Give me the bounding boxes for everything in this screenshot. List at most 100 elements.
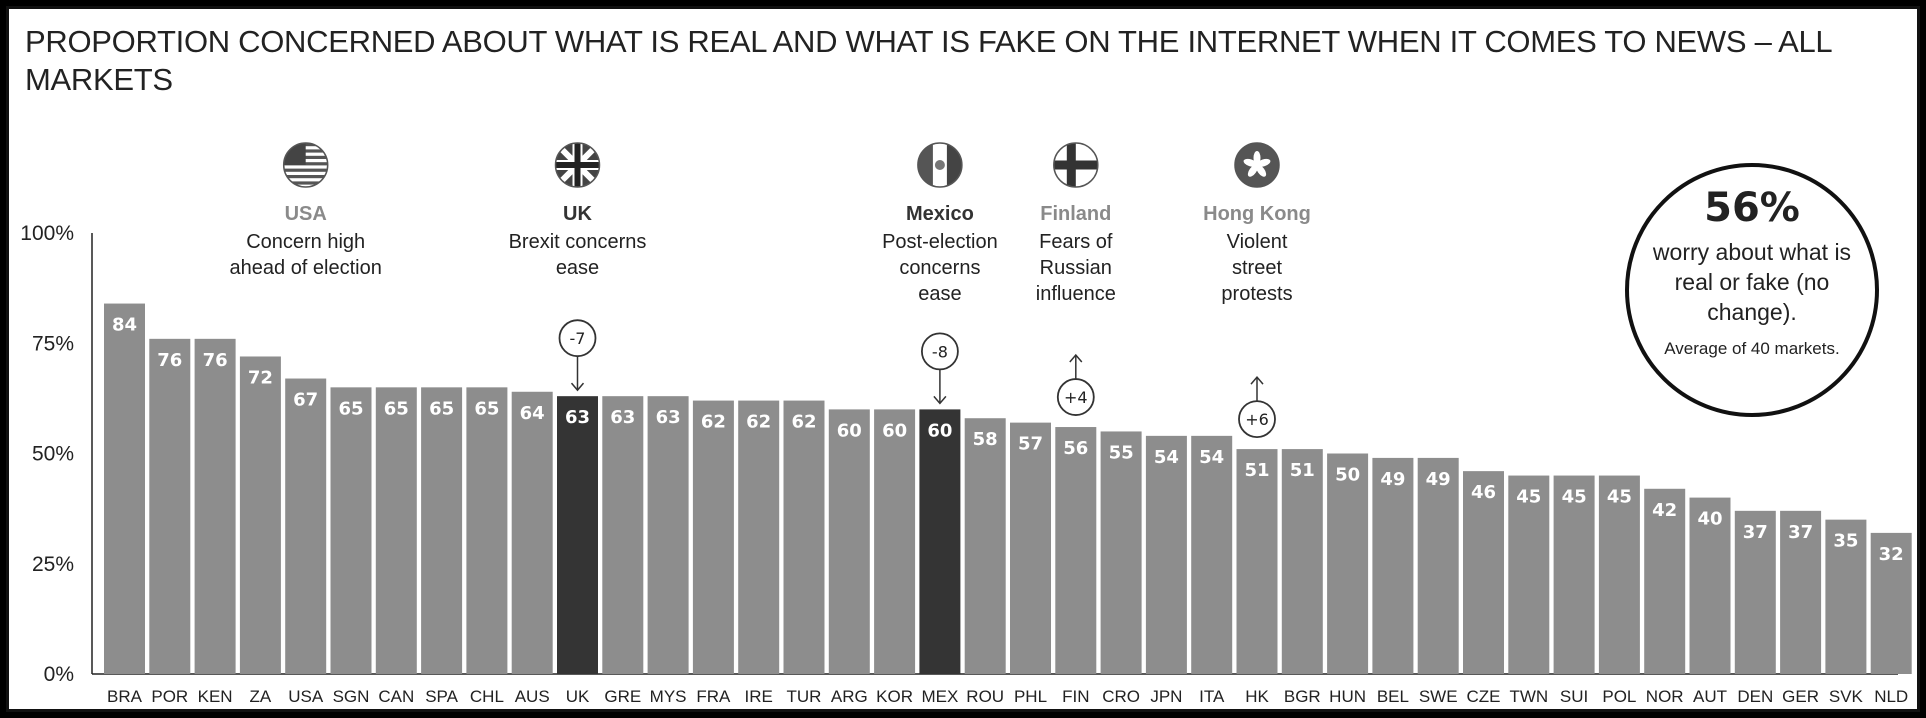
annotation-text: Fears of: [1039, 231, 1113, 253]
bar-bgr: [1281, 449, 1323, 674]
category-label-mex: MEX: [921, 687, 958, 706]
chart-title: PROPORTION CONCERNED ABOUT WHAT IS REAL …: [25, 24, 1832, 97]
change-marker: -8: [921, 332, 959, 405]
bar-nld: [1870, 532, 1912, 674]
change-value: -8: [932, 342, 948, 361]
arrow-up-icon: [1250, 375, 1264, 385]
category-label-svk: SVK: [1829, 687, 1864, 706]
category-label-cro: CRO: [1102, 687, 1140, 706]
bar-arg: [828, 409, 870, 674]
category-label-za: ZA: [250, 687, 272, 706]
finland-flag-icon: [1053, 142, 1099, 188]
category-label-gre: GRE: [604, 687, 641, 706]
y-tick-label: 75%: [32, 332, 74, 355]
bar-ire: [738, 400, 780, 674]
value-label-aus: 64: [520, 403, 545, 424]
value-label-por: 76: [157, 350, 182, 371]
y-tick-label: 25%: [32, 553, 74, 576]
category-label-spa: SPA: [425, 687, 458, 706]
change-value: -7: [570, 329, 586, 348]
value-label-jpn: 54: [1154, 447, 1179, 468]
value-label-ire: 62: [746, 412, 771, 433]
bar-pol: [1598, 475, 1640, 674]
value-label-gre: 63: [610, 407, 635, 428]
bar-svk: [1825, 519, 1867, 674]
bar-hun: [1327, 453, 1369, 674]
value-label-uk: 63: [565, 407, 590, 428]
category-label-sgn: SGN: [333, 687, 370, 706]
category-label-aus: AUS: [515, 687, 550, 706]
annotation-text: street: [1232, 257, 1282, 279]
arrow-up-icon: [1069, 353, 1083, 363]
change-value: +4: [1064, 388, 1088, 407]
value-label-mys: 63: [656, 407, 681, 428]
category-label-pol: POL: [1602, 687, 1636, 706]
bar-bra: [104, 303, 145, 674]
category-label-kor: KOR: [876, 687, 913, 706]
value-label-pol: 45: [1607, 487, 1632, 508]
value-label-cro: 55: [1109, 442, 1134, 463]
category-label-fin: FIN: [1062, 687, 1089, 706]
bar-mys: [647, 396, 689, 674]
category-label-nor: NOR: [1646, 687, 1684, 706]
category-label-cze: CZE: [1467, 687, 1501, 706]
annotation-text: ahead of election: [230, 257, 382, 279]
value-label-spa: 65: [429, 398, 454, 419]
annotation-text: Violent: [1227, 231, 1288, 253]
value-label-ita: 54: [1199, 447, 1224, 468]
category-label-ire: IRE: [745, 687, 773, 706]
bar-aut: [1689, 497, 1731, 674]
bar-den: [1734, 510, 1776, 674]
annotation-name: UK: [563, 203, 592, 225]
value-label-den: 37: [1743, 522, 1768, 543]
arrow-down-icon: [570, 382, 585, 392]
bar-sgn: [330, 387, 372, 674]
value-label-sui: 45: [1562, 487, 1587, 508]
bar-twn: [1508, 475, 1550, 674]
category-label-mys: MYS: [650, 687, 687, 706]
value-label-sgn: 65: [338, 398, 363, 419]
value-label-kor: 60: [882, 420, 907, 441]
arrow-down-icon: [933, 395, 947, 405]
bar-por: [149, 338, 191, 674]
annotation-text: ease: [918, 283, 961, 305]
value-label-usa: 67: [293, 390, 318, 411]
bar-can: [375, 387, 417, 674]
y-tick-label: 50%: [32, 443, 74, 466]
value-label-nld: 32: [1879, 544, 1904, 565]
category-label-jpn: JPN: [1150, 687, 1182, 706]
category-label-tur: TUR: [787, 687, 822, 706]
annotation-text: Brexit concerns: [509, 231, 647, 253]
bar-usa: [285, 378, 327, 674]
value-label-bgr: 51: [1290, 460, 1315, 481]
category-label-nld: NLD: [1874, 687, 1908, 706]
category-label-den: DEN: [1737, 687, 1773, 706]
value-label-can: 65: [384, 398, 409, 419]
category-label-ger: GER: [1782, 687, 1819, 706]
value-label-aut: 40: [1697, 509, 1722, 530]
category-label-bra: BRA: [107, 687, 143, 706]
value-label-hun: 50: [1335, 465, 1360, 486]
bar-mex: [919, 409, 961, 674]
category-label-aut: AUT: [1693, 687, 1727, 706]
uk-flag-icon: [554, 142, 601, 188]
bar-swe: [1417, 457, 1459, 674]
annotation-name: Hong Kong: [1203, 203, 1311, 225]
change-marker: +4: [1056, 353, 1095, 416]
value-label-twn: 45: [1516, 487, 1541, 508]
category-label-sui: SUI: [1560, 687, 1588, 706]
bar-rou: [964, 418, 1006, 674]
category-label-ken: KEN: [198, 687, 233, 706]
value-label-arg: 60: [837, 420, 862, 441]
value-label-cze: 46: [1471, 482, 1496, 503]
category-label-usa: USA: [288, 687, 324, 706]
annotation-text: influence: [1036, 283, 1116, 305]
bar-cro: [1100, 431, 1142, 674]
bar-nor: [1644, 488, 1686, 674]
value-label-fin: 56: [1063, 438, 1088, 459]
annotation-text: Russian: [1040, 257, 1112, 279]
category-label-hun: HUN: [1329, 687, 1366, 706]
summary-text: worry about what is real or fake (no cha…: [1652, 239, 1852, 325]
annotation-text: protests: [1221, 283, 1292, 305]
bar-za: [239, 356, 281, 674]
